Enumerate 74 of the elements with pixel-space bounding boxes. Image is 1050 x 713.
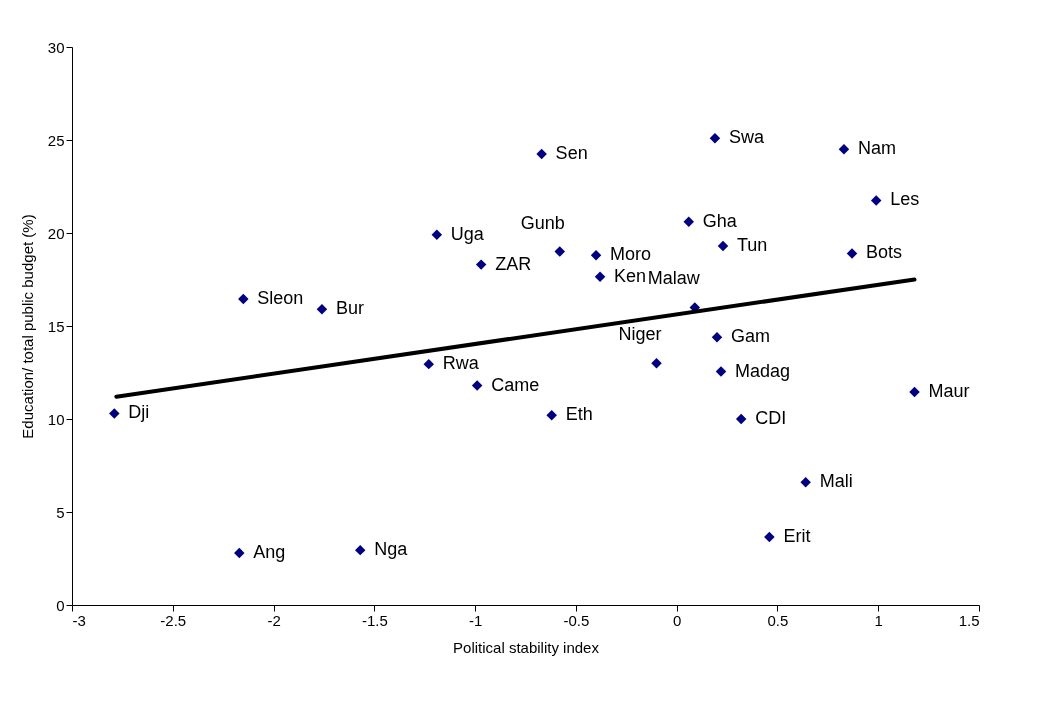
point [316, 304, 328, 315]
data-label: Gam [730, 326, 770, 347]
point [234, 547, 245, 559]
point [683, 216, 694, 228]
y-tick-label: 0 [56, 596, 65, 614]
point [651, 357, 662, 369]
point [431, 229, 443, 241]
point [717, 240, 729, 252]
data-label: Ken [614, 265, 647, 286]
data-label: Erit [783, 526, 811, 547]
x-tick-label: -0.5 [563, 611, 590, 629]
y-tick-label: 20 [47, 224, 65, 242]
y-tick-label: 25 [47, 131, 65, 149]
data-label: Gunb [520, 212, 565, 233]
data-label: Niger [618, 324, 662, 345]
data-label: Tun [737, 235, 768, 256]
point [546, 410, 557, 421]
y-tick-label: 10 [47, 410, 65, 428]
point [554, 246, 566, 257]
x-tick-label: 0 [672, 611, 682, 629]
x-tick-label: 1.5 [958, 611, 980, 629]
point [838, 144, 850, 155]
x-tick-label: -2 [267, 611, 281, 629]
point [909, 386, 920, 398]
data-label: Sleon [257, 288, 304, 309]
point [870, 195, 882, 206]
data-label: Came [491, 374, 540, 395]
data-label: Moro [610, 244, 652, 265]
x-axis-title: Political stability index [453, 638, 600, 656]
data-label: Mali [819, 471, 853, 492]
data-label: Ang [253, 541, 286, 562]
point [475, 259, 487, 270]
data-label: Gha [702, 210, 738, 231]
data-label: Dji [128, 402, 150, 423]
point [109, 408, 120, 419]
point [715, 366, 727, 377]
data-label: CDI [755, 408, 787, 428]
data-label: Nga [374, 539, 409, 560]
data-label: Eth [565, 404, 593, 425]
data-label: Maur [928, 381, 970, 402]
data-label: Sen [555, 142, 588, 163]
x-tick-label: -3 [72, 611, 86, 629]
data-label: Uga [450, 223, 485, 244]
y-tick-label: 30 [47, 38, 65, 56]
point [764, 531, 775, 543]
data-label: Les [890, 189, 920, 210]
y-axis-title: Education/ total public budget (%) [18, 214, 36, 439]
point [536, 148, 547, 160]
x-tick-label: -1 [468, 611, 483, 629]
data-label: Rwa [442, 353, 480, 374]
data-label: ZAR [495, 253, 532, 274]
x-tick-label: 0.5 [767, 611, 789, 629]
y-tick-label: 15 [47, 317, 65, 335]
point [354, 544, 366, 556]
point [238, 293, 249, 305]
data-label: Swa [728, 127, 765, 148]
data-label: Madag [735, 360, 791, 381]
point [735, 413, 747, 425]
y-tick-label: 5 [56, 503, 65, 521]
point [800, 477, 811, 488]
point [709, 132, 721, 144]
point [846, 248, 858, 259]
x-tick-label: -1.5 [361, 611, 388, 629]
data-label: Bur [335, 298, 364, 319]
data-label: Malaw [647, 268, 701, 289]
point [590, 250, 602, 261]
data-label: Bots [866, 242, 903, 263]
point [711, 331, 723, 343]
x-tick-label: -2.5 [160, 611, 187, 629]
x-tick-label: 1 [874, 611, 883, 629]
point [594, 271, 606, 282]
point [423, 358, 434, 370]
data-label: Nam [857, 138, 896, 159]
point [471, 380, 483, 391]
